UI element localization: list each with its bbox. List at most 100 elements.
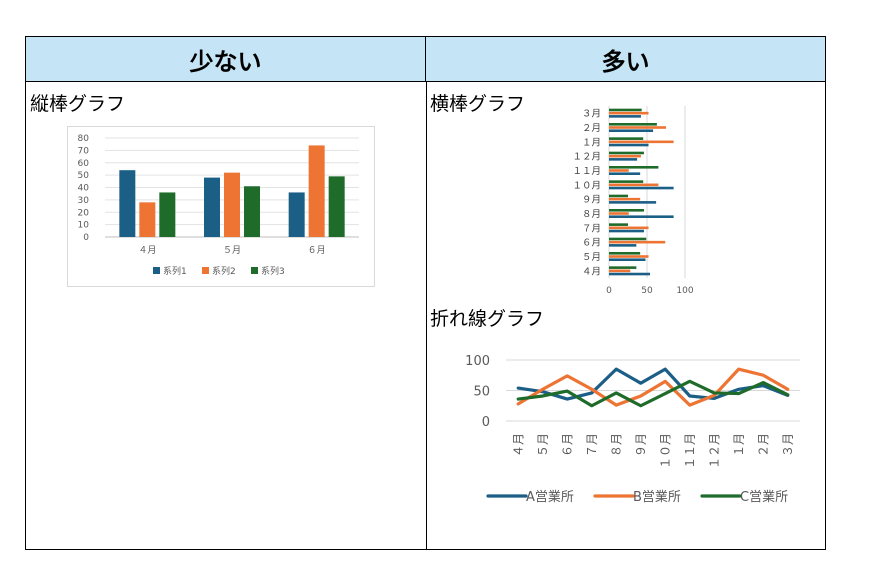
bar [609,166,659,169]
bar [328,176,345,237]
bar [609,111,649,115]
y-tick-label: 0 [83,233,89,243]
bar [609,154,641,158]
y-tick-label: 100 [465,354,490,369]
bar [609,258,646,261]
bar [609,272,651,276]
y-tick-label: １２月 [572,152,601,163]
bar [609,209,644,212]
bar [609,151,644,155]
x-tick-label: １月 [732,433,746,457]
x-tick-label: ６月 [308,245,326,256]
y-tick-label: 40 [78,184,90,194]
bar [609,201,657,204]
bar [609,126,666,129]
x-tick-label: １１月 [683,433,697,469]
bar [119,170,136,237]
y-tick-label: １月 [582,137,601,148]
column-divider [426,82,427,549]
legend-swatch [251,267,258,274]
y-tick-label: ７月 [582,223,601,234]
bar [609,137,644,140]
label-vertical-bar: 縦棒グラフ [30,93,126,115]
comparison-table: 少ない 多い [25,36,826,550]
x-tick-label: ３月 [781,433,795,457]
legend-label: A営業所 [526,489,574,505]
y-tick-label: ６月 [582,238,601,249]
y-tick-label: 20 [78,208,90,218]
legend-swatch [153,267,160,274]
x-tick-label: ５月 [223,245,241,256]
bar [609,180,644,183]
bar [609,269,631,273]
bar [609,172,641,175]
x-tick-label: ４月 [511,433,525,457]
header-many: 多い [426,37,825,82]
y-tick-label: 10 [78,221,90,231]
x-tick-label: ６月 [560,433,574,457]
bar [609,169,629,172]
label-horizontal-bar: 横棒グラフ [430,93,526,115]
y-tick-label: 50 [78,171,90,181]
y-tick-label: 30 [78,196,90,206]
y-tick-label: 0 [482,415,490,430]
bar [609,158,638,161]
bar [609,244,637,247]
bar [609,108,642,112]
bar [139,202,156,237]
bar [609,226,649,230]
bar [308,145,325,237]
bar [609,255,649,258]
bar [609,143,649,147]
bar [244,186,260,237]
x-tick-label: 50 [641,286,653,296]
y-tick-label: ９月 [582,195,601,206]
bar [609,197,641,201]
horizontal-bar-chart: 0 50 100 ４月 ５月 ６月 ７月 ８月 ９月 １０月 １１月 １２月 １月 ２月 ３月 [572,106,694,296]
bar [609,186,674,190]
bar [609,223,628,226]
legend-label: 系列2 [212,265,236,277]
y-tick-label: １１月 [572,166,601,177]
x-tick-label: ４月 [138,245,156,256]
y-tick-label: 60 [78,159,90,169]
bar [609,229,644,233]
bar [609,215,674,218]
bar [609,123,657,126]
bar [609,129,654,132]
x-tick-label: １２月 [707,433,721,469]
y-tick-label: ２月 [582,123,601,134]
x-tick-label: 0 [606,286,612,296]
y-tick-label: 70 [78,146,90,156]
y-tick-label: ４月 [582,266,601,277]
y-tick-label: ３月 [582,109,601,120]
y-tick-label: 50 [473,385,490,400]
y-tick-label: １０月 [572,180,601,191]
series-line [516,379,790,408]
legend-label: 系列1 [163,265,187,277]
legend-label: 系列3 [261,265,285,277]
x-tick-label: ５月 [536,433,550,457]
x-tick-label: ７月 [585,433,599,457]
y-tick-label: ８月 [582,209,601,220]
legend-label: C営業所 [740,489,788,505]
series-line [516,367,790,407]
bar [159,192,176,237]
bar [609,183,659,187]
x-tick-label: ８月 [609,433,623,457]
legend-label: B営業所 [633,489,681,505]
bar [609,115,641,118]
series-line [516,367,790,401]
x-tick-label: １０月 [658,433,672,469]
y-tick-label: 80 [78,134,90,144]
x-tick-label: ２月 [756,433,770,457]
legend-swatch [202,267,209,274]
header-few: 少ない [26,37,426,82]
bar [609,140,674,144]
y-tick-label: ５月 [582,252,601,263]
label-line: 折れ線グラフ [430,308,545,330]
x-tick-label: ９月 [634,433,648,457]
bar [609,237,647,241]
bar [609,240,666,244]
